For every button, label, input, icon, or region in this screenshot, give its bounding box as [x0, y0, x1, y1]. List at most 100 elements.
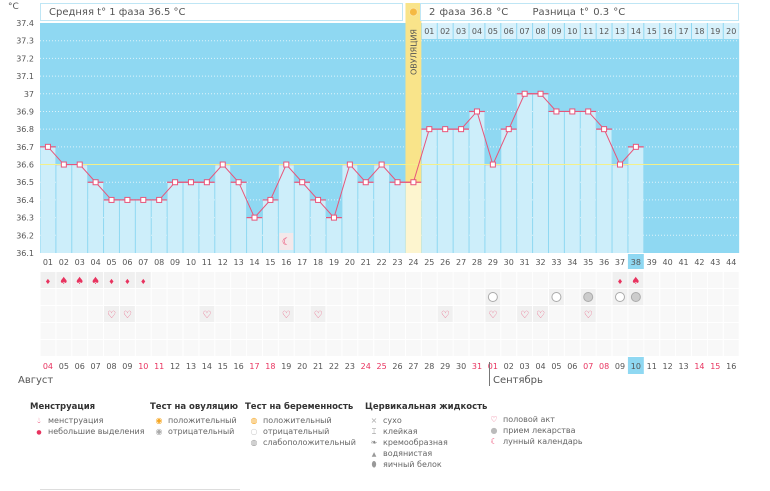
temp-bar	[580, 111, 596, 253]
temp-point	[585, 108, 592, 115]
phase2-day-cell	[628, 23, 644, 39]
cycle-day-label: 24	[408, 258, 418, 267]
legend-item: небольшие выделения	[48, 427, 145, 436]
marker-cell	[660, 289, 676, 305]
marker-cell	[56, 289, 72, 305]
legend-item: клейкая	[383, 427, 418, 436]
marker-cell	[294, 289, 310, 305]
marker-cell	[548, 306, 564, 322]
dry-icon: ×	[370, 416, 378, 425]
cycle-day-label: 36	[599, 258, 609, 267]
temp-bar	[104, 199, 119, 253]
legend-item: водянистая	[383, 449, 433, 458]
phase2-day-cell	[548, 23, 564, 39]
marker-cell	[564, 340, 580, 356]
marker-cell	[660, 306, 676, 322]
marker-cell	[596, 272, 612, 288]
heart-icon: ♡	[584, 310, 593, 321]
heavy-drop-icon: 💧︎	[37, 416, 41, 425]
month-september: Сентябрь	[489, 362, 543, 386]
marker-cell	[72, 289, 88, 305]
marker-cell	[262, 272, 278, 288]
temp-bar	[342, 164, 358, 253]
marker-cell	[390, 272, 405, 288]
temp-point	[92, 179, 99, 186]
marker-cell	[56, 306, 72, 322]
temp-point	[378, 161, 385, 168]
legend-ovulation-test: Тест на овуляцию ◉ положительный ◉ отрицат…	[150, 402, 238, 437]
marker-cell	[453, 289, 469, 305]
marker-cell	[88, 323, 104, 339]
cycle-day-label: 19	[329, 258, 339, 267]
y-tick-label: 36.4	[16, 196, 34, 205]
legend-title: Тест на беременность	[245, 402, 354, 412]
marker-cell-filled	[88, 272, 104, 288]
marker-cell	[278, 340, 294, 356]
marker-cell	[88, 306, 104, 322]
phase2-day-label: 16	[663, 27, 673, 36]
marker-cell	[262, 289, 278, 305]
cycle-day-label: 04	[91, 258, 101, 267]
marker-cell	[596, 340, 612, 356]
date-label: 11	[647, 362, 657, 371]
temp-bar	[453, 129, 469, 253]
marker-cell	[247, 306, 262, 322]
marker-cell	[676, 306, 691, 322]
date-label: 16	[234, 362, 244, 371]
phase2-day-cell	[453, 23, 469, 39]
marker-cell	[405, 289, 421, 305]
marker-cell	[437, 340, 453, 356]
marker-cell	[247, 340, 262, 356]
pregnancy-negative-icon	[487, 292, 498, 302]
temp-point	[330, 214, 337, 221]
marker-cell	[723, 323, 739, 339]
date-label: 09	[615, 362, 625, 371]
spotting-icon: ♦	[140, 278, 146, 286]
temp-bar	[183, 182, 199, 253]
temp-point	[76, 161, 83, 168]
cycle-day-label: 25	[424, 258, 434, 267]
temp-bar	[390, 182, 405, 253]
date-label: 01	[488, 362, 498, 371]
menstruation-icon: ♠	[91, 276, 100, 287]
phase2-day-label: 03	[456, 27, 466, 36]
current-date-highlight	[627, 357, 644, 374]
marker-cell	[707, 289, 723, 305]
phase2-day-label: 15	[647, 27, 657, 36]
cycle-day-label: 31	[520, 258, 530, 267]
marker-cell	[676, 289, 691, 305]
marker-cell-filled	[612, 272, 628, 288]
phase2-day-cell	[596, 23, 612, 39]
marker-cell	[294, 340, 310, 356]
marker-cell	[691, 272, 707, 288]
marker-cell	[310, 272, 326, 288]
marker-cell	[326, 306, 342, 322]
legend-item: положительный	[168, 416, 237, 425]
phase2-day-label: 06	[504, 27, 514, 36]
marker-cell-filled	[119, 306, 135, 322]
cycle-day-label: 02	[59, 258, 69, 267]
marker-cell	[691, 340, 707, 356]
marker-cell	[517, 272, 533, 288]
pill-icon: ●	[490, 426, 498, 435]
marker-cell	[485, 340, 501, 356]
pregnancy-negative-icon	[551, 292, 562, 302]
phase2-day-label: 01	[424, 27, 434, 36]
marker-cell	[405, 340, 421, 356]
marker-cell-filled	[56, 272, 72, 288]
date-label: 04	[43, 362, 53, 371]
marker-cell	[326, 289, 342, 305]
pregnancy-weak-icon	[583, 292, 594, 302]
marker-cell-filled	[533, 306, 548, 322]
date-label: 14	[202, 362, 212, 371]
temp-point	[521, 90, 528, 97]
marker-cell	[707, 272, 723, 288]
cycle-day-label: 09	[170, 258, 180, 267]
marker-cell	[469, 289, 485, 305]
marker-cell	[88, 340, 104, 356]
date-label: 08	[106, 362, 116, 371]
marker-cell	[453, 272, 469, 288]
y-tick-label: 37.4	[16, 19, 34, 28]
marker-cell	[390, 306, 405, 322]
menstruation-icon: ♠	[59, 276, 68, 287]
